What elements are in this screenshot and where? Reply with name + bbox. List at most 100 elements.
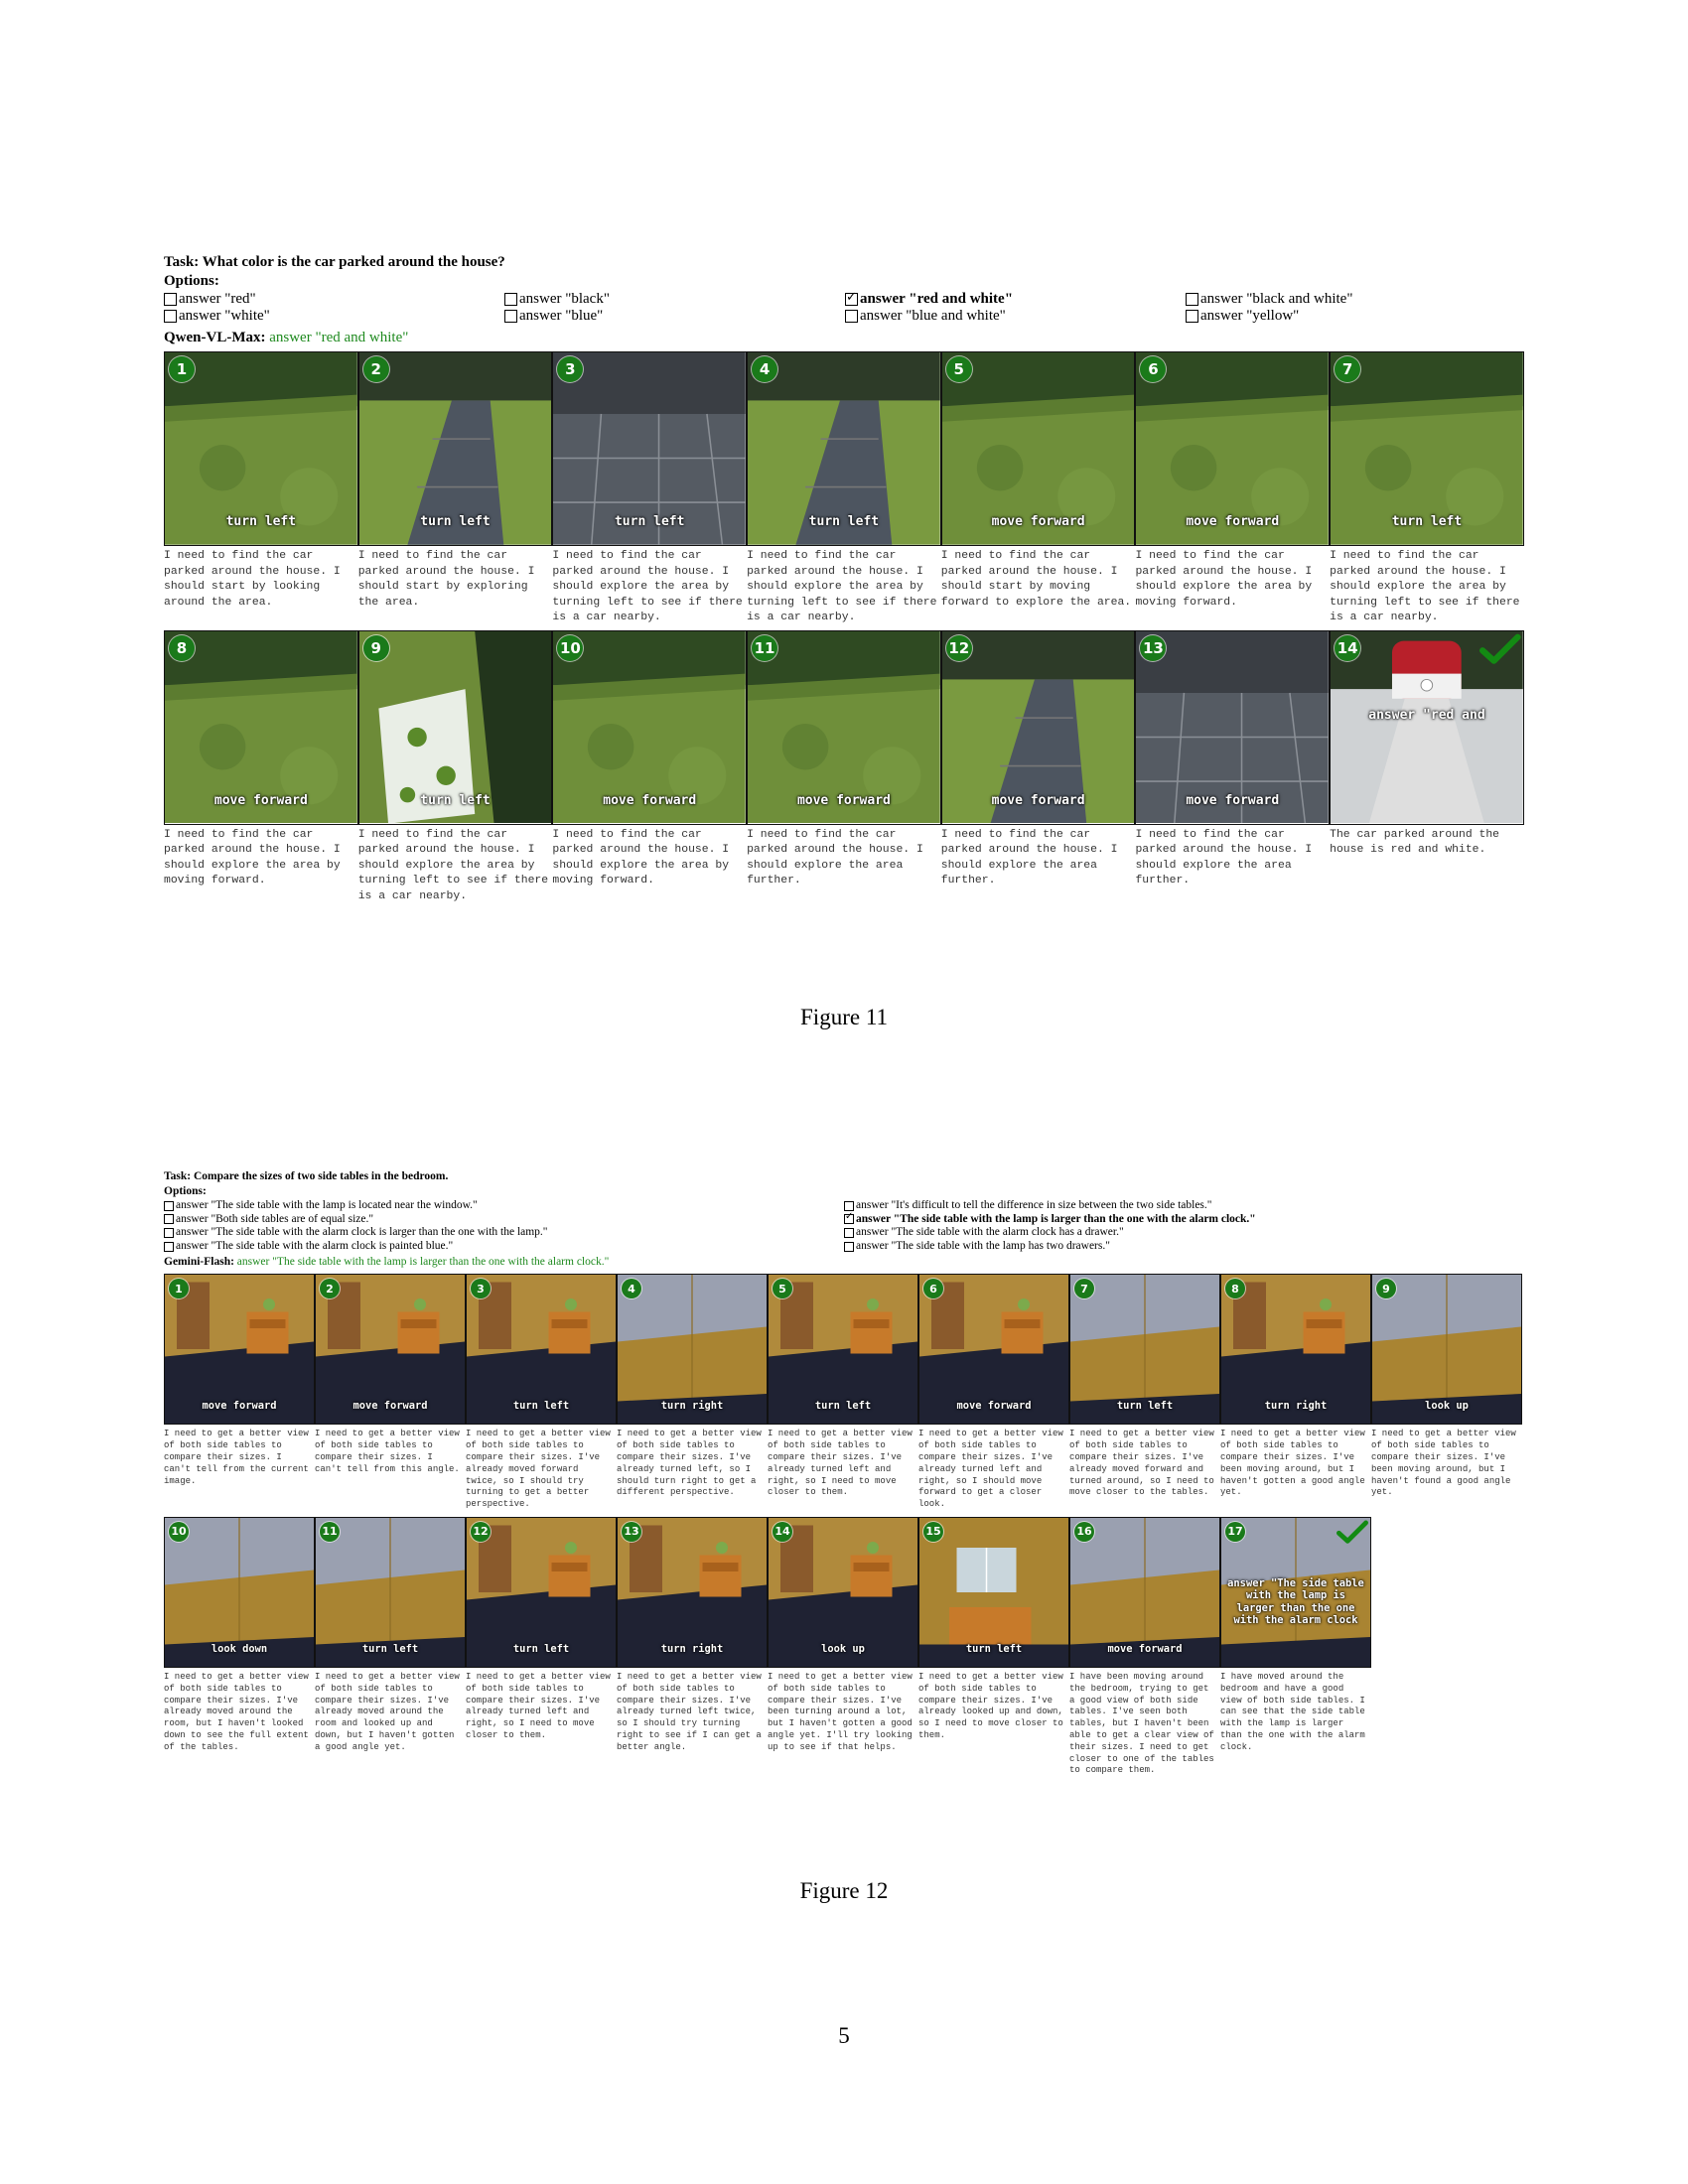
step-frame: 12 move forward — [940, 629, 1136, 825]
option-item: answer "The side table with the alarm cl… — [164, 1226, 844, 1240]
trajectory-step: 6 move forward I need to find the car park… — [1135, 351, 1331, 630]
figure-11: Task: What color is the car parked aroun… — [164, 253, 1524, 908]
action-label: move forward — [603, 792, 697, 808]
scene-image — [358, 630, 552, 824]
scene-image — [165, 1517, 314, 1667]
step-number-badge: 4 — [622, 1279, 641, 1299]
scene-image — [165, 630, 357, 824]
step-reasoning: I need to find the car parked around the… — [552, 550, 750, 623]
step-reasoning: I need to get a better view of both side… — [1069, 1429, 1220, 1498]
trajectory-step: 11 turn left I need to get a better view o… — [315, 1516, 466, 1783]
checkbox-icon — [164, 1200, 174, 1211]
action-label: move forward — [352, 1399, 428, 1412]
step-number-badge: 8 — [169, 634, 195, 661]
step-reasoning: I need to find the car parked around the… — [747, 550, 944, 623]
checkbox-icon — [1186, 310, 1198, 323]
step-reasoning: I need to get a better view of both side… — [617, 1429, 768, 1498]
step-number-badge: 16 — [1074, 1521, 1094, 1542]
trajectory-step: 4 turn left I need to find the car parked … — [747, 351, 941, 630]
checkbox-icon — [504, 293, 517, 306]
options-list: answer "The side table with the lamp is … — [164, 1199, 1524, 1253]
trajectory-step: 2 turn left I need to find the car parked … — [357, 351, 553, 630]
step-frame: 1 turn left — [164, 351, 358, 546]
action-label: turn right — [1264, 1399, 1328, 1412]
page-number: 5 — [838, 2023, 850, 2048]
action-label: turn left — [814, 1399, 872, 1412]
step-reasoning: I need to find the car parked around the… — [357, 550, 542, 609]
step-frame: 8 move forward — [164, 629, 358, 825]
trajectory-step: 1 turn left I need to find the car parked … — [164, 351, 358, 630]
trajectory-step: 13 move forward I need to find the car par… — [1135, 629, 1331, 909]
action-label: turn left — [1391, 514, 1463, 529]
step-frame: 10 look down — [164, 1516, 315, 1668]
step-frame: 7 turn left — [1069, 1274, 1220, 1426]
step-reasoning: I need to find the car parked around the… — [940, 828, 1125, 887]
step-reasoning: I need to get a better view of both side… — [164, 1429, 315, 1486]
step-reasoning: I need to find the car parked around the… — [1135, 550, 1320, 609]
trajectory-step: 2 move forward I need to get a better view… — [315, 1274, 466, 1517]
step-number-badge: 11 — [320, 1521, 340, 1542]
step-frame: 11 move forward — [747, 629, 941, 825]
trajectory-step: 17 answer "The side table with the lamp i… — [1220, 1516, 1371, 1783]
option-item: answer "The side table with the lamp is … — [844, 1212, 1524, 1227]
option-label: answer "The side table with the lamp has… — [856, 1239, 1110, 1252]
step-frame: 3 turn left — [552, 351, 748, 546]
action-label: turn left — [225, 514, 297, 529]
options-label: Options: — [164, 1185, 207, 1197]
task-title: Task: What color is the car parked aroun… — [164, 254, 505, 270]
trajectory-step: 7 turn left I need to get a better view of… — [1069, 1274, 1220, 1517]
step-number-badge: 9 — [362, 634, 389, 661]
action-label: turn left — [965, 1642, 1023, 1655]
checked-checkbox-icon — [844, 1212, 854, 1225]
action-label: turn left — [1116, 1399, 1174, 1412]
scene-image — [1070, 1517, 1219, 1667]
checkbox-icon — [504, 310, 517, 323]
step-frame: 1 move forward — [164, 1274, 315, 1426]
action-label: turn left — [512, 1642, 570, 1655]
scene-image — [769, 1275, 917, 1425]
trajectory-step: 8 turn right I need to get a better view o… — [1220, 1274, 1371, 1517]
step-number-badge: 2 — [320, 1279, 340, 1299]
step-number-badge: 6 — [1140, 356, 1167, 382]
action-label: move forward — [1186, 514, 1280, 529]
step-number-badge: 5 — [945, 356, 972, 382]
step-frame: 12 turn left — [466, 1516, 617, 1668]
step-reasoning: The car parked around the house is red a… — [1330, 828, 1506, 857]
step-frame: 14 look up — [768, 1516, 918, 1668]
scene-image — [316, 1517, 465, 1667]
step-reasoning: I need to get a better view of both side… — [768, 1429, 918, 1498]
step-reasoning: I need to find the car parked around the… — [357, 828, 555, 902]
scene-image — [165, 1275, 314, 1425]
figure-12-caption: Figure 12 — [799, 1878, 889, 1903]
step-number-badge: 13 — [1140, 634, 1167, 661]
step-reasoning: I need to find the car parked around the… — [940, 550, 1132, 609]
step-number-badge: 7 — [1335, 356, 1361, 382]
task-title: Task: Compare the sizes of two side tabl… — [164, 1170, 449, 1182]
step-number-badge: 3 — [557, 356, 584, 382]
scene-image — [748, 630, 940, 824]
scene-image — [553, 352, 747, 545]
option-item: answer "Both side tables are of equal si… — [164, 1213, 844, 1227]
step-frame: 9 look up — [1371, 1274, 1522, 1426]
step-reasoning: I need to get a better view of both side… — [315, 1671, 466, 1752]
step-reasoning: I need to find the car parked around the… — [164, 828, 348, 887]
model-name: Qwen-VL-Max: — [164, 330, 266, 345]
step-number-badge: 6 — [923, 1279, 943, 1299]
scene-image — [941, 352, 1135, 545]
step-reasoning: I have been moving around the bedroom, t… — [1069, 1671, 1220, 1776]
scene-image — [1221, 1275, 1370, 1425]
option-item: answer "The side table with the lamp has… — [844, 1240, 1524, 1254]
trajectory-step: 6 move forward I need to get a better view… — [918, 1274, 1069, 1517]
action-label: look up — [1425, 1399, 1469, 1412]
step-number-badge: 8 — [1225, 1279, 1245, 1299]
checkbox-icon — [164, 310, 177, 323]
correct-checkmark-icon — [1479, 633, 1521, 664]
checkbox-icon — [164, 1227, 174, 1238]
checkbox-icon — [164, 1214, 174, 1225]
trajectory-step: 14 look up I need to get a better view of … — [768, 1516, 918, 1783]
option-label: answer "blue and white" — [860, 308, 1006, 324]
step-frame: 10 move forward — [552, 629, 748, 825]
checkbox-icon — [844, 1241, 854, 1252]
action-label: move forward — [213, 792, 308, 808]
checked-checkbox-icon — [845, 291, 858, 306]
